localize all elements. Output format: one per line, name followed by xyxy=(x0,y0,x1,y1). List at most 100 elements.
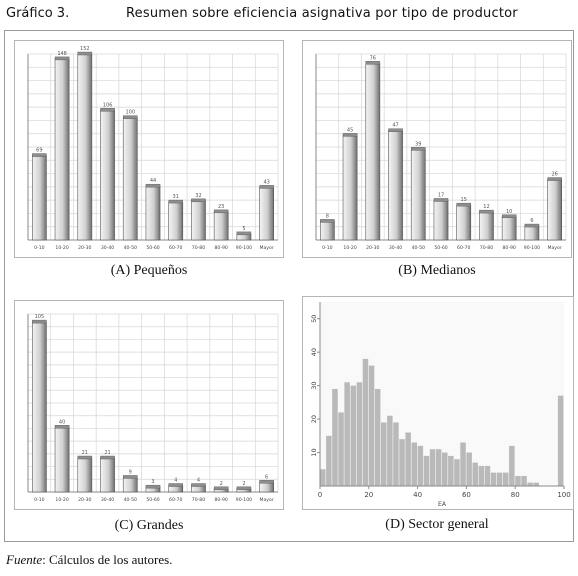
data-label: 69 xyxy=(36,148,42,154)
histogram-bar xyxy=(490,472,497,486)
histogram-bar xyxy=(484,465,491,486)
histogram-bar xyxy=(405,432,411,486)
x-tick-label: 30-40 xyxy=(389,245,402,251)
histogram-bar xyxy=(338,412,344,486)
data-label: 23 xyxy=(218,204,224,210)
bar xyxy=(77,457,93,493)
histogram-bar xyxy=(521,475,527,486)
bar-top xyxy=(123,115,138,119)
caption-d: (D) Sector general xyxy=(385,517,489,532)
data-label: 6 xyxy=(530,218,533,224)
histogram-bar xyxy=(472,462,478,486)
x-tick-label: 100 xyxy=(557,491,570,499)
histogram-bar xyxy=(496,472,503,486)
bar xyxy=(213,211,229,241)
bar-top xyxy=(456,202,471,207)
histogram-bar xyxy=(435,449,442,486)
y-tick-label: 20 xyxy=(310,415,318,423)
data-label: 5 xyxy=(242,226,245,232)
chart-b-medianos: 8 0-10 45 10-20 76 20-30 47 30-40 39 40-50 17 50-60… xyxy=(302,40,572,258)
x-tick-label: 30-40 xyxy=(101,245,114,251)
bar-top xyxy=(168,199,183,204)
data-label: 148 xyxy=(57,51,67,57)
bar xyxy=(54,58,70,241)
x-tick-label: 60-70 xyxy=(169,245,182,251)
x-tick-label: 20-30 xyxy=(78,497,91,503)
bar-top xyxy=(479,209,494,214)
bar xyxy=(524,225,540,241)
histogram-bar xyxy=(393,422,399,486)
x-tick-label: 20-30 xyxy=(366,245,379,251)
x-tick-label: 80-90 xyxy=(215,245,228,251)
bar-top xyxy=(191,198,206,203)
bar-top xyxy=(236,486,252,490)
histogram-bar xyxy=(344,382,350,486)
bar-top xyxy=(32,319,47,324)
x-tick-label: 90-100 xyxy=(236,497,252,503)
bar xyxy=(320,221,335,241)
data-label: 39 xyxy=(415,141,421,147)
bar xyxy=(342,135,358,241)
histogram-bar xyxy=(533,482,539,486)
bar xyxy=(122,477,138,493)
histogram-bar xyxy=(509,445,515,486)
bar-top xyxy=(100,455,115,460)
bar-top xyxy=(32,153,47,157)
bar xyxy=(100,457,115,493)
bar xyxy=(100,109,115,241)
chart-svg: 69 0-10 148 10-20 152 20-30 106 30-40 100 40-50 44… xyxy=(14,40,284,258)
histogram-bar xyxy=(387,415,393,486)
x-tick-label: 20 xyxy=(364,491,373,499)
x-tick-label: 30-40 xyxy=(101,497,114,503)
x-tick-label: 70-80 xyxy=(192,497,205,503)
bar-top xyxy=(54,425,70,429)
histogram-bar xyxy=(368,365,375,486)
bar-top xyxy=(145,484,161,489)
x-tick-label: 0-10 xyxy=(322,245,333,251)
bar xyxy=(456,204,472,241)
histogram-bar xyxy=(503,472,509,486)
histogram-bar xyxy=(356,382,363,486)
histogram-bar xyxy=(515,475,521,486)
histogram-bar xyxy=(332,388,338,486)
data-label: 26 xyxy=(551,172,557,178)
bar-top xyxy=(123,475,138,479)
x-tick-label: 70-80 xyxy=(480,245,493,251)
x-tick-label: 60-70 xyxy=(457,245,470,251)
bar-top xyxy=(259,480,274,484)
bar-top xyxy=(433,198,449,202)
data-label: 4 xyxy=(197,478,200,484)
bar-top xyxy=(342,133,358,137)
data-label: 10 xyxy=(506,209,512,215)
chart-svg: 8 0-10 45 10-20 76 20-30 47 30-40 39 40-50 17 50-60… xyxy=(302,40,572,258)
bar xyxy=(365,62,381,241)
bar xyxy=(122,117,138,241)
bar xyxy=(145,185,161,241)
data-label: 2 xyxy=(220,481,223,487)
bar xyxy=(54,426,70,493)
chart-svg: 105 0-10 40 10-20 21 20-30 21 30-40 9 40-50 3 50-60… xyxy=(14,300,284,510)
x-tick-label: 50-60 xyxy=(146,245,159,251)
x-tick-label: 20-30 xyxy=(78,245,91,251)
data-label: 45 xyxy=(347,127,353,133)
histogram-bar xyxy=(326,435,332,486)
bar xyxy=(388,130,403,241)
data-label: 40 xyxy=(59,419,65,425)
x-tick-label: Mayor xyxy=(548,245,562,251)
data-label: 21 xyxy=(82,450,88,456)
bar xyxy=(501,216,517,241)
bar-top xyxy=(411,147,426,151)
chart-a-pequenos: 69 0-10 148 10-20 152 20-30 106 30-40 100 40-50 44… xyxy=(14,40,284,258)
data-label: 76 xyxy=(370,55,376,61)
bar-top xyxy=(213,209,229,214)
data-label: 100 xyxy=(125,110,135,116)
x-tick-label: 70-80 xyxy=(192,245,205,251)
x-tick-label: 90-100 xyxy=(236,245,252,251)
bar-top xyxy=(168,483,183,487)
bar-top xyxy=(213,486,229,490)
source-label: Fuente xyxy=(6,552,43,567)
bar-top xyxy=(259,185,274,189)
histogram-bar xyxy=(429,449,436,486)
data-label: 17 xyxy=(438,192,444,198)
bar xyxy=(547,179,562,241)
